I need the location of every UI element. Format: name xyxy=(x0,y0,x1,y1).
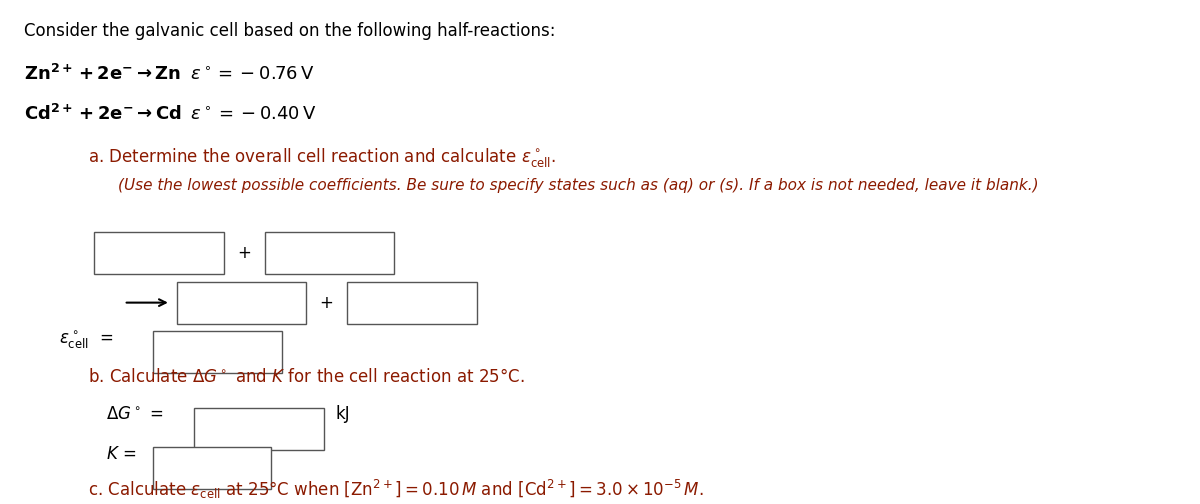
Bar xyxy=(154,331,282,373)
Text: (Use the lowest possible coefficients. Be sure to specify states such as (aq) or: (Use the lowest possible coefficients. B… xyxy=(118,178,1038,193)
Text: $\mathbf{Zn^{2+} + 2e^{-} \rightarrow Zn}$$\;\;\varepsilon^\circ = -0.76\,\mathr: $\mathbf{Zn^{2+} + 2e^{-} \rightarrow Zn… xyxy=(24,65,314,84)
Text: $\varepsilon^\circ_\mathrm{cell}$  =: $\varepsilon^\circ_\mathrm{cell}$ = xyxy=(59,329,113,351)
Text: a. Determine the overall cell reaction and calculate $\varepsilon^\circ_\mathrm{: a. Determine the overall cell reaction a… xyxy=(89,146,557,169)
Text: +: + xyxy=(319,294,334,311)
Bar xyxy=(176,282,306,324)
Text: b. Calculate $\Delta G^\circ$ and $K$ for the cell reaction at 25°C.: b. Calculate $\Delta G^\circ$ and $K$ fo… xyxy=(89,368,526,386)
Bar xyxy=(265,232,395,274)
Text: Consider the galvanic cell based on the following half-reactions:: Consider the galvanic cell based on the … xyxy=(24,22,556,40)
Text: kJ: kJ xyxy=(336,405,350,423)
Text: +: + xyxy=(238,244,251,262)
Text: c. Calculate $\varepsilon_\mathrm{cell}$ at 25°C when $\left[\mathrm{Zn}^{2+}\ri: c. Calculate $\varepsilon_\mathrm{cell}$… xyxy=(89,478,704,501)
Bar xyxy=(95,232,223,274)
Bar xyxy=(347,282,476,324)
Bar xyxy=(154,447,271,489)
Text: $\mathbf{Cd^{2+} + 2e^{-} \rightarrow Cd}$$\;\;\varepsilon^\circ = -0.40\,\mathr: $\mathbf{Cd^{2+} + 2e^{-} \rightarrow Cd… xyxy=(24,104,316,124)
Text: $K$ =: $K$ = xyxy=(106,445,137,463)
Text: $\Delta G^\circ$ =: $\Delta G^\circ$ = xyxy=(106,405,163,423)
Bar xyxy=(194,408,324,450)
